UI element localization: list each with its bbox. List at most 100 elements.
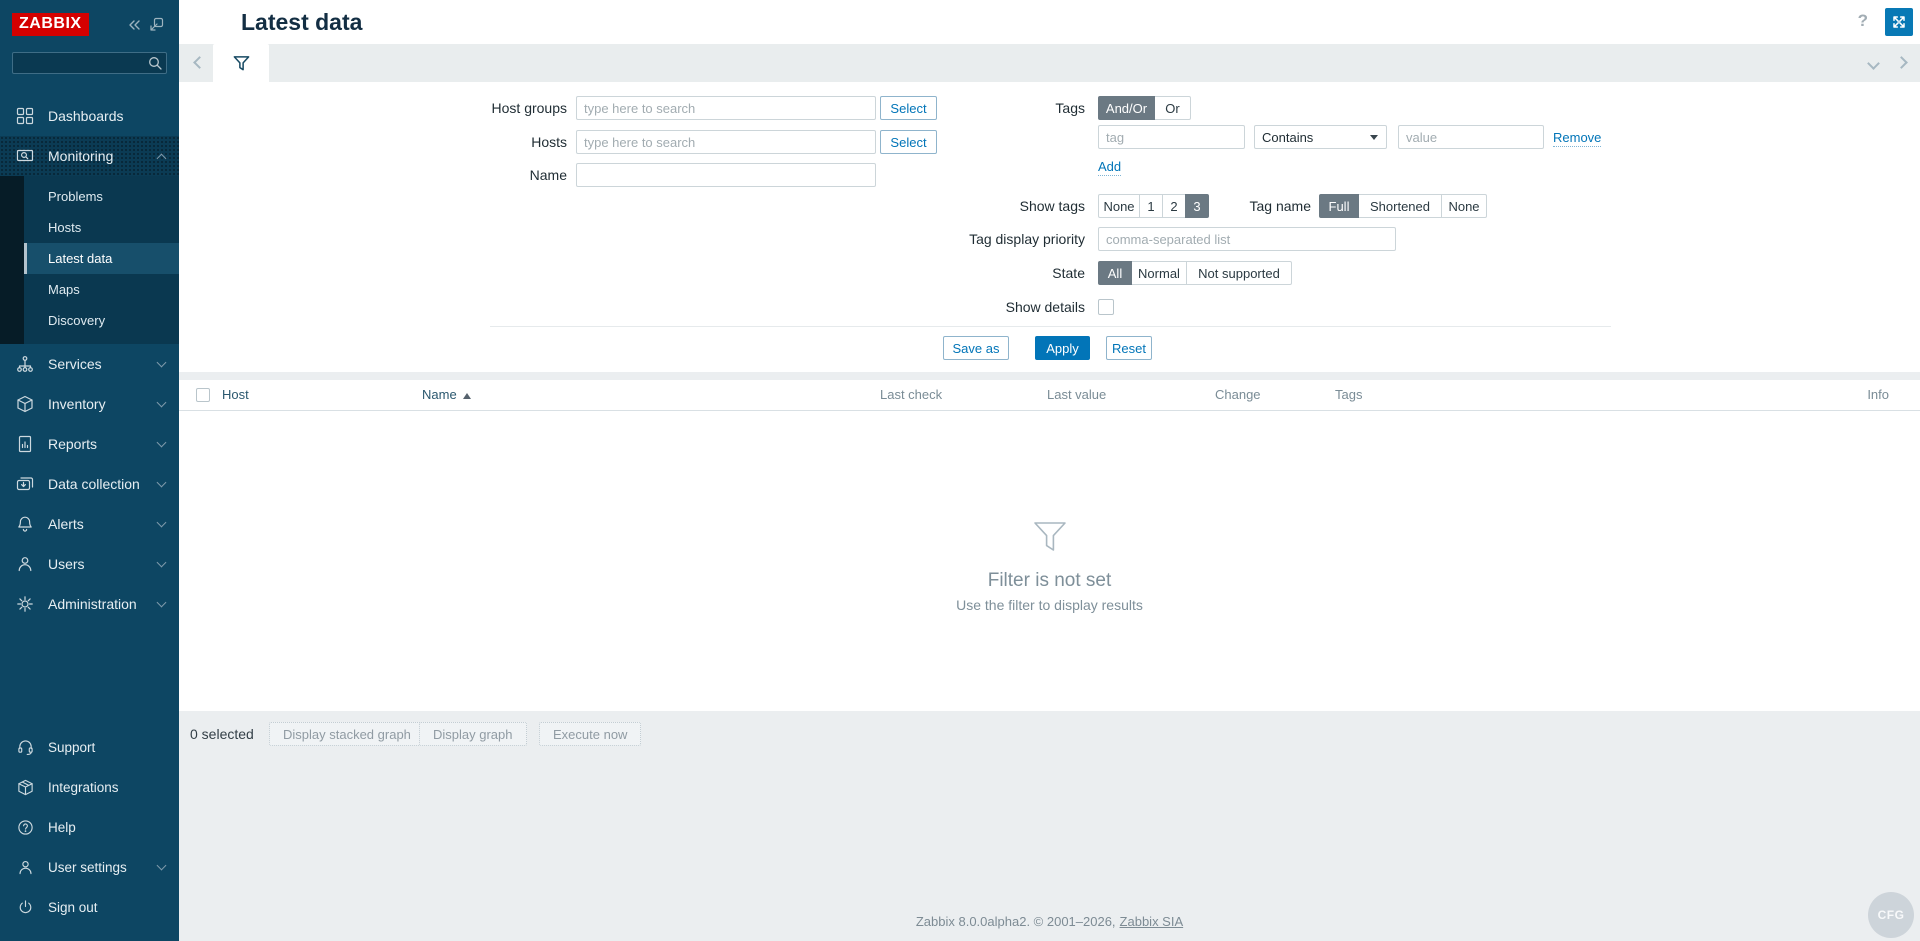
host-groups-select-button[interactable]: Select bbox=[880, 96, 937, 120]
reset-button[interactable]: Reset bbox=[1106, 336, 1152, 360]
sidebar-item-label: Data collection bbox=[48, 476, 140, 492]
display-graph-button[interactable]: Display graph bbox=[419, 722, 527, 746]
main-content: Latest data ? Host groups Select Hosts S… bbox=[179, 0, 1920, 941]
tag-value-input[interactable] bbox=[1398, 125, 1544, 149]
monitoring-icon bbox=[15, 147, 35, 165]
state-not-supported-button[interactable]: Not supported bbox=[1186, 261, 1292, 285]
tab-scroll-right-icon[interactable] bbox=[1895, 56, 1908, 69]
show-details-checkbox[interactable] bbox=[1098, 299, 1114, 315]
sidebar-item-label: Support bbox=[48, 739, 96, 755]
alerts-icon bbox=[15, 515, 35, 533]
tag-name-input[interactable] bbox=[1098, 125, 1245, 149]
sidebar-item-label: Services bbox=[48, 356, 102, 372]
column-header-name-label: Name bbox=[422, 387, 457, 402]
hosts-select-button[interactable]: Select bbox=[880, 130, 937, 154]
column-header-name[interactable]: Name bbox=[422, 380, 471, 410]
name-input[interactable] bbox=[576, 163, 876, 187]
tags-label: Tags bbox=[1055, 100, 1085, 116]
sidebar-item-help[interactable]: Help bbox=[0, 807, 179, 847]
host-groups-label: Host groups bbox=[491, 100, 567, 116]
filter-divider bbox=[490, 326, 1611, 327]
tag-name-shortened-button[interactable]: Shortened bbox=[1358, 194, 1442, 218]
save-as-button[interactable]: Save as bbox=[943, 336, 1009, 360]
tag-name-full-button[interactable]: Full bbox=[1319, 194, 1359, 218]
sidebar-item-administration[interactable]: Administration bbox=[0, 584, 179, 624]
column-header-info: Info bbox=[1867, 387, 1889, 402]
filter-tab[interactable] bbox=[213, 44, 269, 82]
inventory-icon bbox=[15, 395, 35, 413]
state-segment: All Normal Not supported bbox=[1098, 261, 1292, 285]
show-tags-segment: None 1 2 3 bbox=[1098, 194, 1209, 218]
sidebar-item-users[interactable]: Users bbox=[0, 544, 179, 584]
host-groups-input[interactable] bbox=[576, 96, 876, 120]
column-header-last-value: Last value bbox=[1047, 387, 1107, 402]
sidebar-item-data-collection[interactable]: Data collection bbox=[0, 464, 179, 504]
tag-name-mode-label: Tag name bbox=[1249, 198, 1311, 214]
tags-or-button[interactable]: Or bbox=[1154, 96, 1191, 120]
sidebar-subitem-discovery[interactable]: Discovery bbox=[48, 313, 106, 328]
tag-operator-select[interactable]: Contains bbox=[1254, 125, 1387, 149]
hosts-input[interactable] bbox=[576, 130, 876, 154]
sidebar-subitem-problems[interactable]: Problems bbox=[48, 189, 103, 204]
display-stacked-graph-button[interactable]: Display stacked graph bbox=[269, 722, 425, 746]
chevron-down-icon bbox=[156, 597, 167, 608]
sidebar-item-label: Reports bbox=[48, 436, 98, 452]
sidebar-search-input[interactable] bbox=[12, 52, 167, 74]
apply-button[interactable]: Apply bbox=[1035, 336, 1090, 360]
tag-display-priority-input[interactable] bbox=[1098, 227, 1396, 251]
zabbix-sia-link[interactable]: Zabbix SIA bbox=[1119, 914, 1184, 929]
tag-remove-link[interactable]: Remove bbox=[1553, 130, 1602, 147]
chevron-up-icon bbox=[156, 153, 167, 163]
sidebar-item-support[interactable]: Support bbox=[0, 727, 179, 767]
support-icon bbox=[15, 739, 35, 756]
show-tags-1-button[interactable]: 1 bbox=[1139, 194, 1163, 218]
sidebar-subitem-maps[interactable]: Maps bbox=[48, 282, 80, 297]
hide-sidebar-icon[interactable] bbox=[149, 17, 164, 32]
chevron-down-icon bbox=[156, 557, 167, 568]
chevron-down-icon bbox=[156, 357, 167, 368]
collapse-filter-icon[interactable] bbox=[1867, 57, 1880, 70]
tag-add-link[interactable]: Add bbox=[1098, 159, 1122, 176]
tags-andor-button[interactable]: And/Or bbox=[1098, 96, 1155, 120]
sidebar-item-user-settings[interactable]: User settings bbox=[0, 847, 179, 887]
kiosk-mode-button[interactable] bbox=[1885, 8, 1913, 36]
tab-scroll-left-icon[interactable] bbox=[193, 56, 206, 69]
column-header-host[interactable]: Host bbox=[222, 387, 249, 402]
sidebar-item-label: Users bbox=[48, 556, 85, 572]
state-all-button[interactable]: All bbox=[1098, 261, 1132, 285]
show-tags-none-button[interactable]: None bbox=[1098, 194, 1140, 218]
sidebar-item-reports[interactable]: Reports bbox=[0, 424, 179, 464]
tags-operator-mode-segment: And/Or Or bbox=[1098, 96, 1191, 120]
select-all-checkbox[interactable] bbox=[196, 388, 210, 402]
sidebar-item-monitoring[interactable]: Monitoring bbox=[0, 136, 179, 176]
show-tags-2-button[interactable]: 2 bbox=[1162, 194, 1186, 218]
sign-out-icon bbox=[15, 899, 35, 916]
sidebar-item-label: User settings bbox=[48, 859, 127, 875]
help-question-icon[interactable]: ? bbox=[1857, 11, 1868, 30]
tag-name-none-button[interactable]: None bbox=[1441, 194, 1487, 218]
funnel-icon bbox=[233, 55, 249, 70]
sidebar-item-label: Sign out bbox=[48, 899, 98, 915]
sidebar-item-label: Monitoring bbox=[48, 148, 114, 164]
collapse-sidebar-icon[interactable] bbox=[126, 18, 140, 32]
sidebar-item-services[interactable]: Services bbox=[0, 344, 179, 384]
sidebar-item-label: Help bbox=[48, 819, 76, 835]
zabbix-logo[interactable]: ZABBIX bbox=[12, 13, 89, 36]
sidebar-item-dashboards[interactable]: Dashboards bbox=[0, 96, 179, 136]
state-normal-button[interactable]: Normal bbox=[1131, 261, 1187, 285]
sidebar-item-alerts[interactable]: Alerts bbox=[0, 504, 179, 544]
sidebar-subitem-hosts[interactable]: Hosts bbox=[48, 220, 82, 235]
sidebar-item-sign-out[interactable]: Sign out bbox=[0, 887, 179, 927]
sidebar-nav: Dashboards Monitoring Problems Hosts Lat… bbox=[0, 96, 179, 624]
sidebar-item-inventory[interactable]: Inventory bbox=[0, 384, 179, 424]
filter-panel: Host groups Select Hosts Select Name Tag… bbox=[179, 82, 1920, 372]
show-details-label: Show details bbox=[1005, 299, 1085, 315]
execute-now-button[interactable]: Execute now bbox=[539, 722, 642, 746]
show-tags-3-button[interactable]: 3 bbox=[1185, 194, 1209, 218]
filter-tabstrip bbox=[179, 44, 1920, 82]
hosts-label: Hosts bbox=[531, 134, 567, 150]
column-header-last-check: Last check bbox=[880, 387, 943, 402]
sidebar-item-integrations[interactable]: Integrations bbox=[0, 767, 179, 807]
sidebar-subitem-latest-data[interactable]: Latest data bbox=[0, 243, 179, 274]
